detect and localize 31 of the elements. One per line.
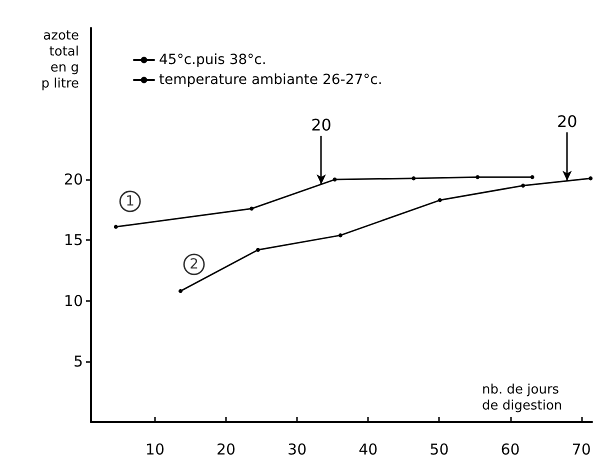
y-tick-label: 20 <box>64 170 83 189</box>
point <box>338 233 342 238</box>
point <box>476 175 480 180</box>
legend-label: 45°c.puis 38°c. <box>159 52 266 68</box>
x-tick-label: 70 <box>572 440 591 458</box>
annotation: 1 <box>126 193 135 210</box>
x-tick-label: 50 <box>430 440 449 458</box>
y-tick-label: 10 <box>64 292 83 310</box>
annotation: 20 <box>556 112 578 131</box>
x-tick-label: 40 <box>358 440 378 458</box>
point <box>521 184 526 188</box>
x-tick-label: 60 <box>500 440 520 458</box>
x-tick-label: 20 <box>216 440 236 458</box>
legend-label: temperature ambiante 26-27°c. <box>159 72 382 88</box>
point <box>412 176 416 180</box>
x-axis-title: nb. de jours de digestion <box>482 382 562 414</box>
y-tick-label: 15 <box>64 231 83 250</box>
point <box>588 176 593 180</box>
y-tick-label: 5 <box>73 352 83 370</box>
point <box>332 178 337 182</box>
y-axis-title: azote total en g p litre <box>41 28 79 92</box>
point <box>256 248 260 252</box>
annotation: 2 <box>190 256 199 272</box>
annotation: 20 <box>311 115 332 134</box>
point <box>114 224 118 229</box>
point <box>178 289 183 294</box>
point <box>250 206 254 211</box>
x-tick-label: 10 <box>145 440 165 458</box>
point <box>438 198 442 202</box>
point <box>530 175 534 180</box>
x-tick-label: 30 <box>288 440 307 458</box>
